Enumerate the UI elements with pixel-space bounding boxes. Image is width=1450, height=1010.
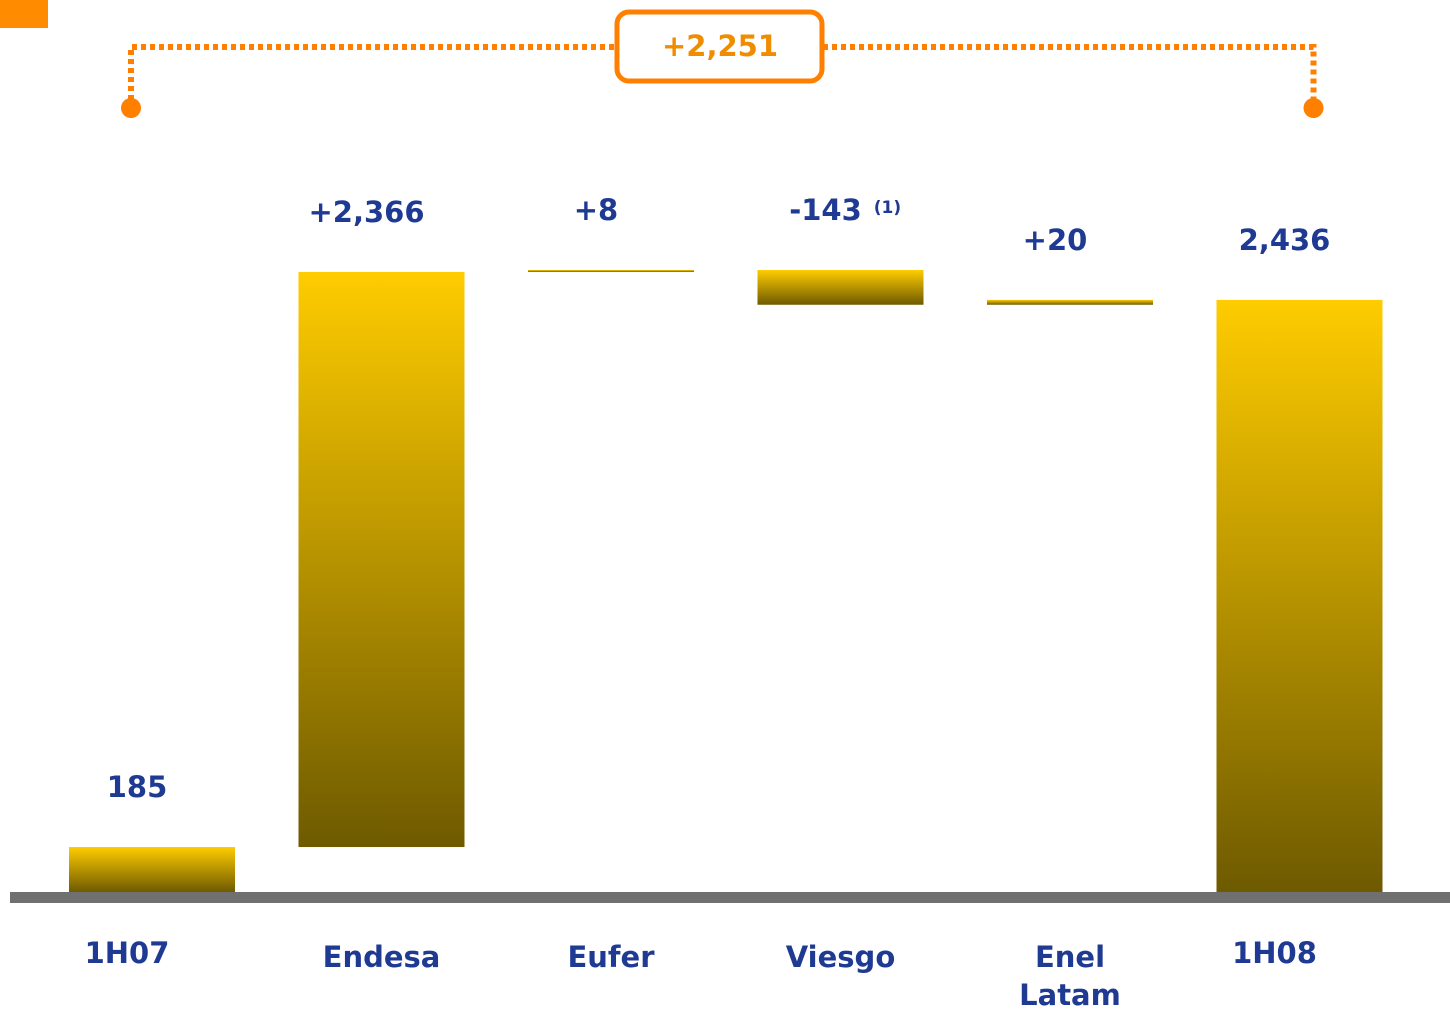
value-label: +20 [1023, 223, 1088, 257]
value-label: +2,366 [308, 195, 424, 229]
category-label: Eufer [567, 940, 655, 974]
bracket-line [128, 44, 1317, 100]
bar [1216, 299, 1383, 892]
bar [987, 299, 1153, 305]
category-label: Enel Latam [1019, 940, 1121, 1010]
value-label: +8 [574, 193, 618, 227]
category-label: 1H08 [1232, 936, 1317, 970]
corner-square [0, 0, 48, 28]
bracket-dot [1303, 98, 1324, 118]
category-label: Viesgo [785, 940, 896, 974]
bracket-label: +2,251 [662, 29, 778, 63]
bracket-dot [121, 98, 141, 118]
baseline [10, 892, 1450, 903]
value-label: -143 [789, 193, 862, 227]
bar [298, 271, 465, 848]
bracket-box [614, 9, 825, 84]
category-label: 1H07 [84, 936, 170, 970]
bar [757, 270, 924, 305]
bar [69, 847, 235, 892]
bar [528, 270, 694, 272]
category-label: Endesa [322, 940, 441, 974]
value-label: 2,436 [1239, 223, 1331, 257]
footnote-mark: (1) [874, 198, 901, 218]
value-label: 185 [107, 770, 168, 804]
